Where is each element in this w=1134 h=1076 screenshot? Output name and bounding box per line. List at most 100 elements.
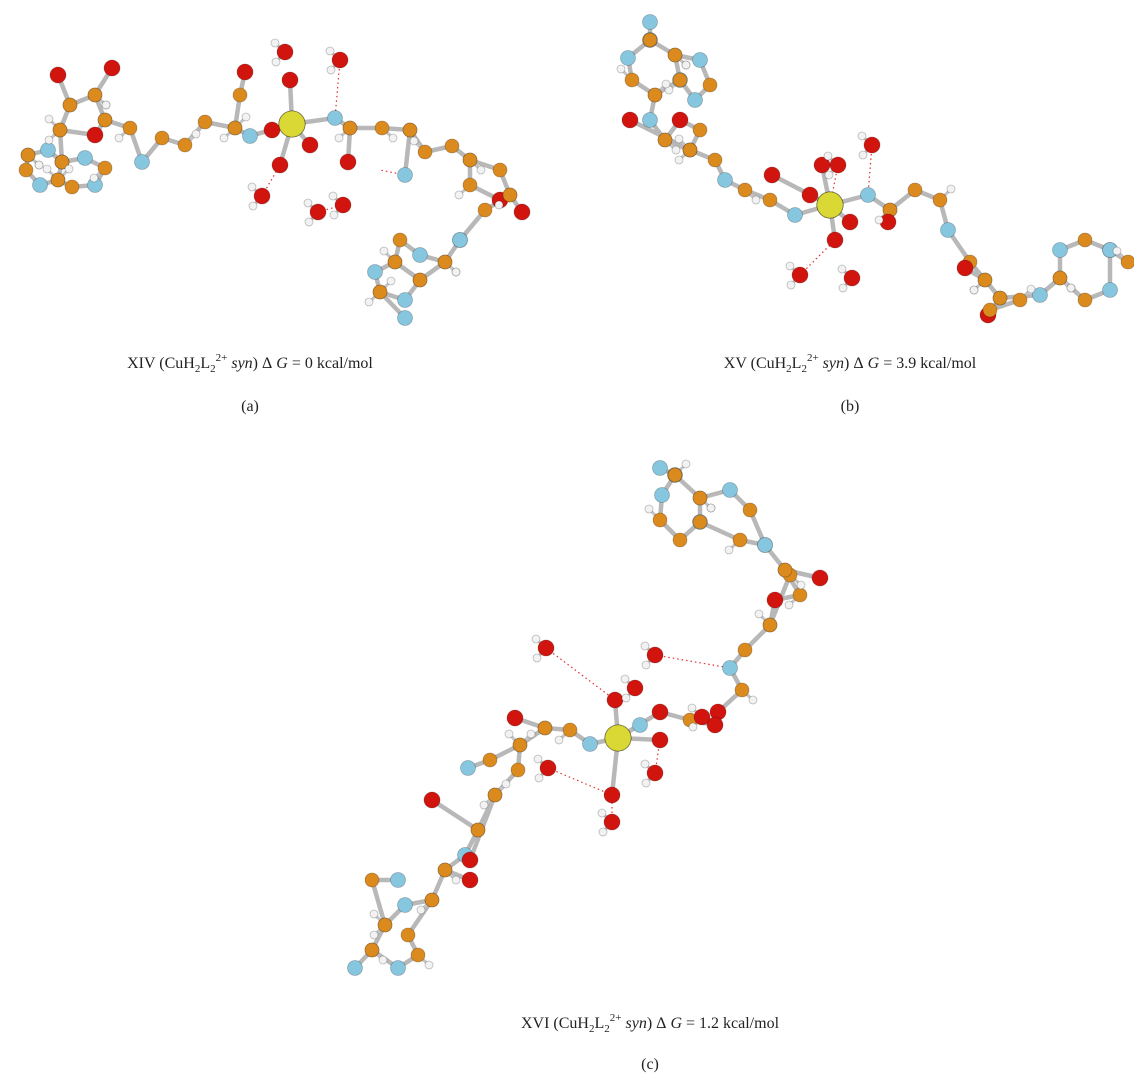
atom — [40, 142, 56, 158]
atom — [191, 129, 201, 139]
atom — [532, 653, 542, 663]
atom — [271, 57, 281, 67]
atom — [20, 147, 36, 163]
atom — [377, 917, 393, 933]
atom — [554, 735, 564, 745]
atom — [242, 128, 258, 144]
atom — [692, 490, 708, 506]
atom — [582, 736, 598, 752]
atom — [534, 773, 544, 783]
panel-label: (b) — [840, 398, 860, 415]
atom — [907, 182, 923, 198]
atom — [687, 703, 697, 713]
atom — [651, 703, 669, 721]
panel-label: (a) — [241, 398, 259, 415]
atom — [791, 266, 809, 284]
atom — [646, 646, 664, 664]
caption-text: kcal/mol — [316, 355, 373, 372]
caption-text: 2+ — [806, 352, 819, 364]
atom — [424, 960, 434, 970]
atom — [874, 215, 884, 225]
atom — [672, 532, 688, 548]
hydrogen-bond — [545, 647, 616, 701]
bond — [405, 897, 435, 938]
atom — [101, 100, 111, 110]
atom — [97, 112, 113, 128]
caption-text: G — [276, 355, 288, 372]
caption-text: 2 — [210, 363, 216, 375]
atom — [992, 290, 1008, 306]
atom — [620, 674, 630, 684]
atom — [598, 827, 608, 837]
caption-text: ) Δ — [844, 355, 864, 372]
atom — [197, 114, 213, 130]
atom — [624, 72, 640, 88]
atom — [533, 754, 543, 764]
caption-text: 1.2 — [699, 1015, 720, 1032]
caption-text: L — [594, 1015, 605, 1032]
caption-text: 2 — [194, 363, 201, 375]
atom — [303, 198, 313, 208]
atom — [762, 192, 778, 208]
atom — [932, 192, 948, 208]
atom — [342, 120, 358, 136]
atom — [392, 232, 408, 248]
atom — [476, 165, 486, 175]
atom — [1102, 282, 1118, 298]
atom — [325, 46, 335, 56]
atom — [409, 136, 419, 146]
caption-text: 2 — [588, 1023, 595, 1035]
atom — [52, 122, 68, 138]
atom — [702, 77, 718, 93]
atom — [692, 514, 708, 530]
atom — [87, 87, 103, 103]
atom — [227, 120, 243, 136]
atom — [732, 532, 748, 548]
caption-text: XV ( — [723, 355, 756, 372]
atom — [604, 724, 632, 752]
atom — [681, 60, 691, 70]
atom — [811, 569, 829, 587]
atom — [452, 232, 468, 248]
atom — [1052, 270, 1068, 286]
atom — [1112, 246, 1122, 256]
atom — [387, 254, 403, 270]
atom — [364, 872, 380, 888]
atom — [461, 851, 479, 869]
atom — [402, 122, 418, 138]
atom — [154, 130, 170, 146]
caption-text: CuH — [558, 1015, 589, 1032]
caption-text: syn — [231, 355, 253, 372]
bond — [369, 877, 388, 928]
atom — [369, 909, 379, 919]
atom — [412, 247, 428, 263]
atom — [693, 708, 711, 726]
atom — [737, 182, 753, 198]
molecule-drawings — [18, 14, 1134, 976]
atom — [734, 682, 750, 698]
atom — [824, 170, 834, 180]
atom — [334, 196, 352, 214]
atom — [50, 172, 66, 188]
atom — [477, 202, 493, 218]
atom — [304, 217, 314, 227]
atom — [248, 201, 258, 211]
atom — [562, 722, 578, 738]
atom — [460, 760, 476, 776]
atom — [451, 875, 461, 885]
atom — [512, 737, 528, 753]
atom — [397, 167, 413, 183]
atom — [777, 562, 793, 578]
atom — [378, 955, 388, 965]
atom — [969, 285, 979, 295]
atom — [424, 892, 440, 908]
atom — [539, 759, 557, 777]
atom — [597, 808, 607, 818]
caption-text: 2 — [604, 1023, 610, 1035]
hydrogen-bond — [334, 59, 341, 119]
atom — [829, 156, 847, 174]
atom — [97, 160, 113, 176]
atom — [606, 691, 624, 709]
atom — [247, 182, 257, 192]
caption-text: L — [200, 355, 211, 372]
